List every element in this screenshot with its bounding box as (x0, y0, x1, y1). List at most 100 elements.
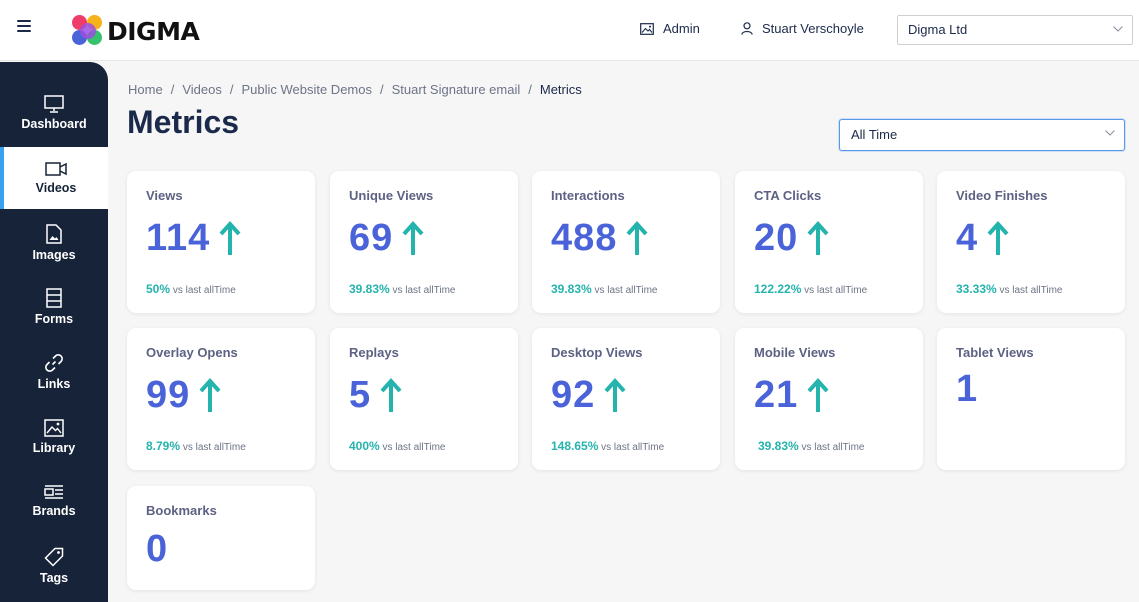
metric-title: Video Finishes (956, 188, 1048, 203)
metric-change: 33.33% vs last allTime (956, 282, 1062, 296)
metric-value-row: 92 (551, 374, 626, 417)
metric-change-suffix: vs last allTime (594, 285, 658, 296)
metric-title: CTA Clicks (754, 188, 822, 203)
metric-change-suffix: vs last allTime (801, 442, 865, 453)
metric-value-row: 114 (146, 217, 241, 260)
chevron-down-icon (1105, 130, 1115, 136)
metric-title: Mobile Views (754, 345, 836, 360)
metric-change: 400% vs last allTime (349, 439, 445, 453)
metric-title: Replays (349, 345, 399, 360)
metric-change-suffix: vs last allTime (999, 285, 1063, 296)
metric-title: Overlay Opens (146, 345, 238, 360)
logo-wordmark: DIGMA (107, 16, 200, 46)
breadcrumb-videos[interactable]: Videos (182, 82, 222, 97)
hamburger-menu-icon[interactable] (17, 20, 31, 34)
time-range-select[interactable]: All Time (839, 119, 1125, 151)
breadcrumb-current: Metrics (539, 82, 582, 97)
sidebar-item-library[interactable]: Library (0, 406, 108, 468)
sidebar: Dashboard Videos Images Forms Links Libr… (0, 62, 108, 602)
metric-change: 148.65% vs last allTime (551, 439, 664, 453)
metric-title: Tablet Views (956, 345, 1034, 360)
metric-change-pct: 122.22% (754, 282, 802, 296)
metric-title: Views (146, 188, 183, 203)
brands-icon (44, 485, 63, 499)
metric-change-pct: 148.65% (551, 439, 599, 453)
sidebar-item-label: Videos (35, 181, 77, 195)
breadcrumb-video[interactable]: Stuart Signature email (391, 82, 521, 97)
metric-change: 8.79% vs last allTime (146, 439, 246, 453)
breadcrumb-separator: / (170, 82, 175, 97)
page-title: Metrics (127, 104, 240, 140)
trend-up-arrow-icon (380, 377, 402, 412)
metric-change-pct: 39.83% (758, 439, 799, 453)
metric-change-suffix: vs last allTime (382, 442, 446, 453)
sidebar-item-dashboard[interactable]: Dashboard (0, 82, 108, 144)
organization-select[interactable]: Digma Ltd (897, 15, 1133, 45)
chevron-down-icon (1113, 26, 1123, 32)
metric-value: 488 (551, 217, 618, 259)
metric-change-pct: 39.83% (551, 282, 592, 296)
metric-change-suffix: vs last allTime (172, 285, 236, 296)
metric-value: 114 (146, 217, 211, 259)
link-icon (45, 354, 63, 372)
metric-card-replays: Replays 5 400% vs last allTime (330, 328, 518, 470)
admin-link[interactable]: Admin (640, 21, 700, 36)
sidebar-item-images[interactable]: Images (0, 212, 108, 274)
brand-logo[interactable]: DIGMA (72, 15, 200, 47)
metric-change-pct: 8.79% (146, 439, 181, 453)
trend-up-arrow-icon (807, 220, 829, 255)
breadcrumb-home[interactable]: Home (128, 82, 163, 97)
metric-value-row: 1 (956, 368, 978, 411)
sidebar-item-links[interactable]: Links (0, 341, 108, 403)
sidebar-item-label: Brands (32, 504, 76, 518)
metric-value-row: 20 (754, 217, 829, 260)
metric-change-pct: 39.83% (349, 282, 390, 296)
metric-card-overlay-opens: Overlay Opens 99 8.79% vs last allTime (127, 328, 315, 470)
metric-change-pct: 400% (349, 439, 380, 453)
metric-change-suffix: vs last allTime (182, 442, 246, 453)
metric-value: 1 (956, 368, 979, 410)
sidebar-item-label: Dashboard (21, 117, 87, 131)
metric-value: 4 (956, 217, 979, 259)
library-icon (44, 419, 64, 437)
metric-change: 50% vs last allTime (146, 282, 236, 296)
trend-up-arrow-icon (626, 220, 648, 255)
time-range-select-value: All Time (851, 127, 898, 142)
breadcrumb-folder[interactable]: Public Website Demos (241, 82, 372, 97)
metric-change: 39.83% vs last allTime (349, 282, 455, 296)
user-menu[interactable]: Stuart Verschoyle (741, 21, 864, 36)
metric-change: 39.83% vs last allTime (551, 282, 657, 296)
metric-change-pct: 50% (146, 282, 171, 296)
sidebar-item-brands[interactable]: Brands (0, 470, 108, 532)
metric-value: 0 (146, 528, 169, 570)
metric-card-cta-clicks: CTA Clicks 20 122.22% vs last allTime (735, 171, 923, 313)
sidebar-item-forms[interactable]: Forms (0, 276, 108, 338)
sidebar-item-videos[interactable]: Videos (0, 147, 108, 209)
image-file-icon (46, 224, 62, 244)
metric-title: Desktop Views (551, 345, 643, 360)
metric-title: Interactions (551, 188, 625, 203)
sidebar-item-tags[interactable]: Tags (0, 535, 108, 597)
metric-change-suffix: vs last allTime (601, 442, 665, 453)
metric-change-pct: 33.33% (956, 282, 997, 296)
metric-card-tablet-views: Tablet Views 1 (937, 328, 1125, 470)
trend-up-arrow-icon (807, 377, 829, 412)
logo-mark-icon (72, 15, 104, 47)
metric-card-unique-views: Unique Views 69 39.83% vs last allTime (330, 171, 518, 313)
sidebar-item-label: Forms (34, 312, 74, 326)
metric-card-views: Views 114 50% vs last allTime (127, 171, 315, 313)
user-name: Stuart Verschoyle (762, 21, 864, 36)
metric-value: 69 (349, 217, 394, 259)
sidebar-item-label: Links (37, 377, 71, 391)
metric-change-suffix: vs last allTime (804, 285, 868, 296)
metric-card-video-finishes: Video Finishes 4 33.33% vs last allTime (937, 171, 1125, 313)
metric-value: 20 (754, 217, 799, 259)
sidebar-item-label: Library (32, 441, 76, 455)
breadcrumb-separator: / (380, 82, 384, 97)
metric-change-suffix: vs last allTime (392, 285, 456, 296)
metric-value-row: 5 (349, 374, 402, 417)
metric-value-row: 21 (754, 374, 829, 417)
image-icon (640, 22, 654, 35)
metric-value-row: 99 (146, 374, 221, 417)
trend-up-arrow-icon (402, 220, 424, 255)
